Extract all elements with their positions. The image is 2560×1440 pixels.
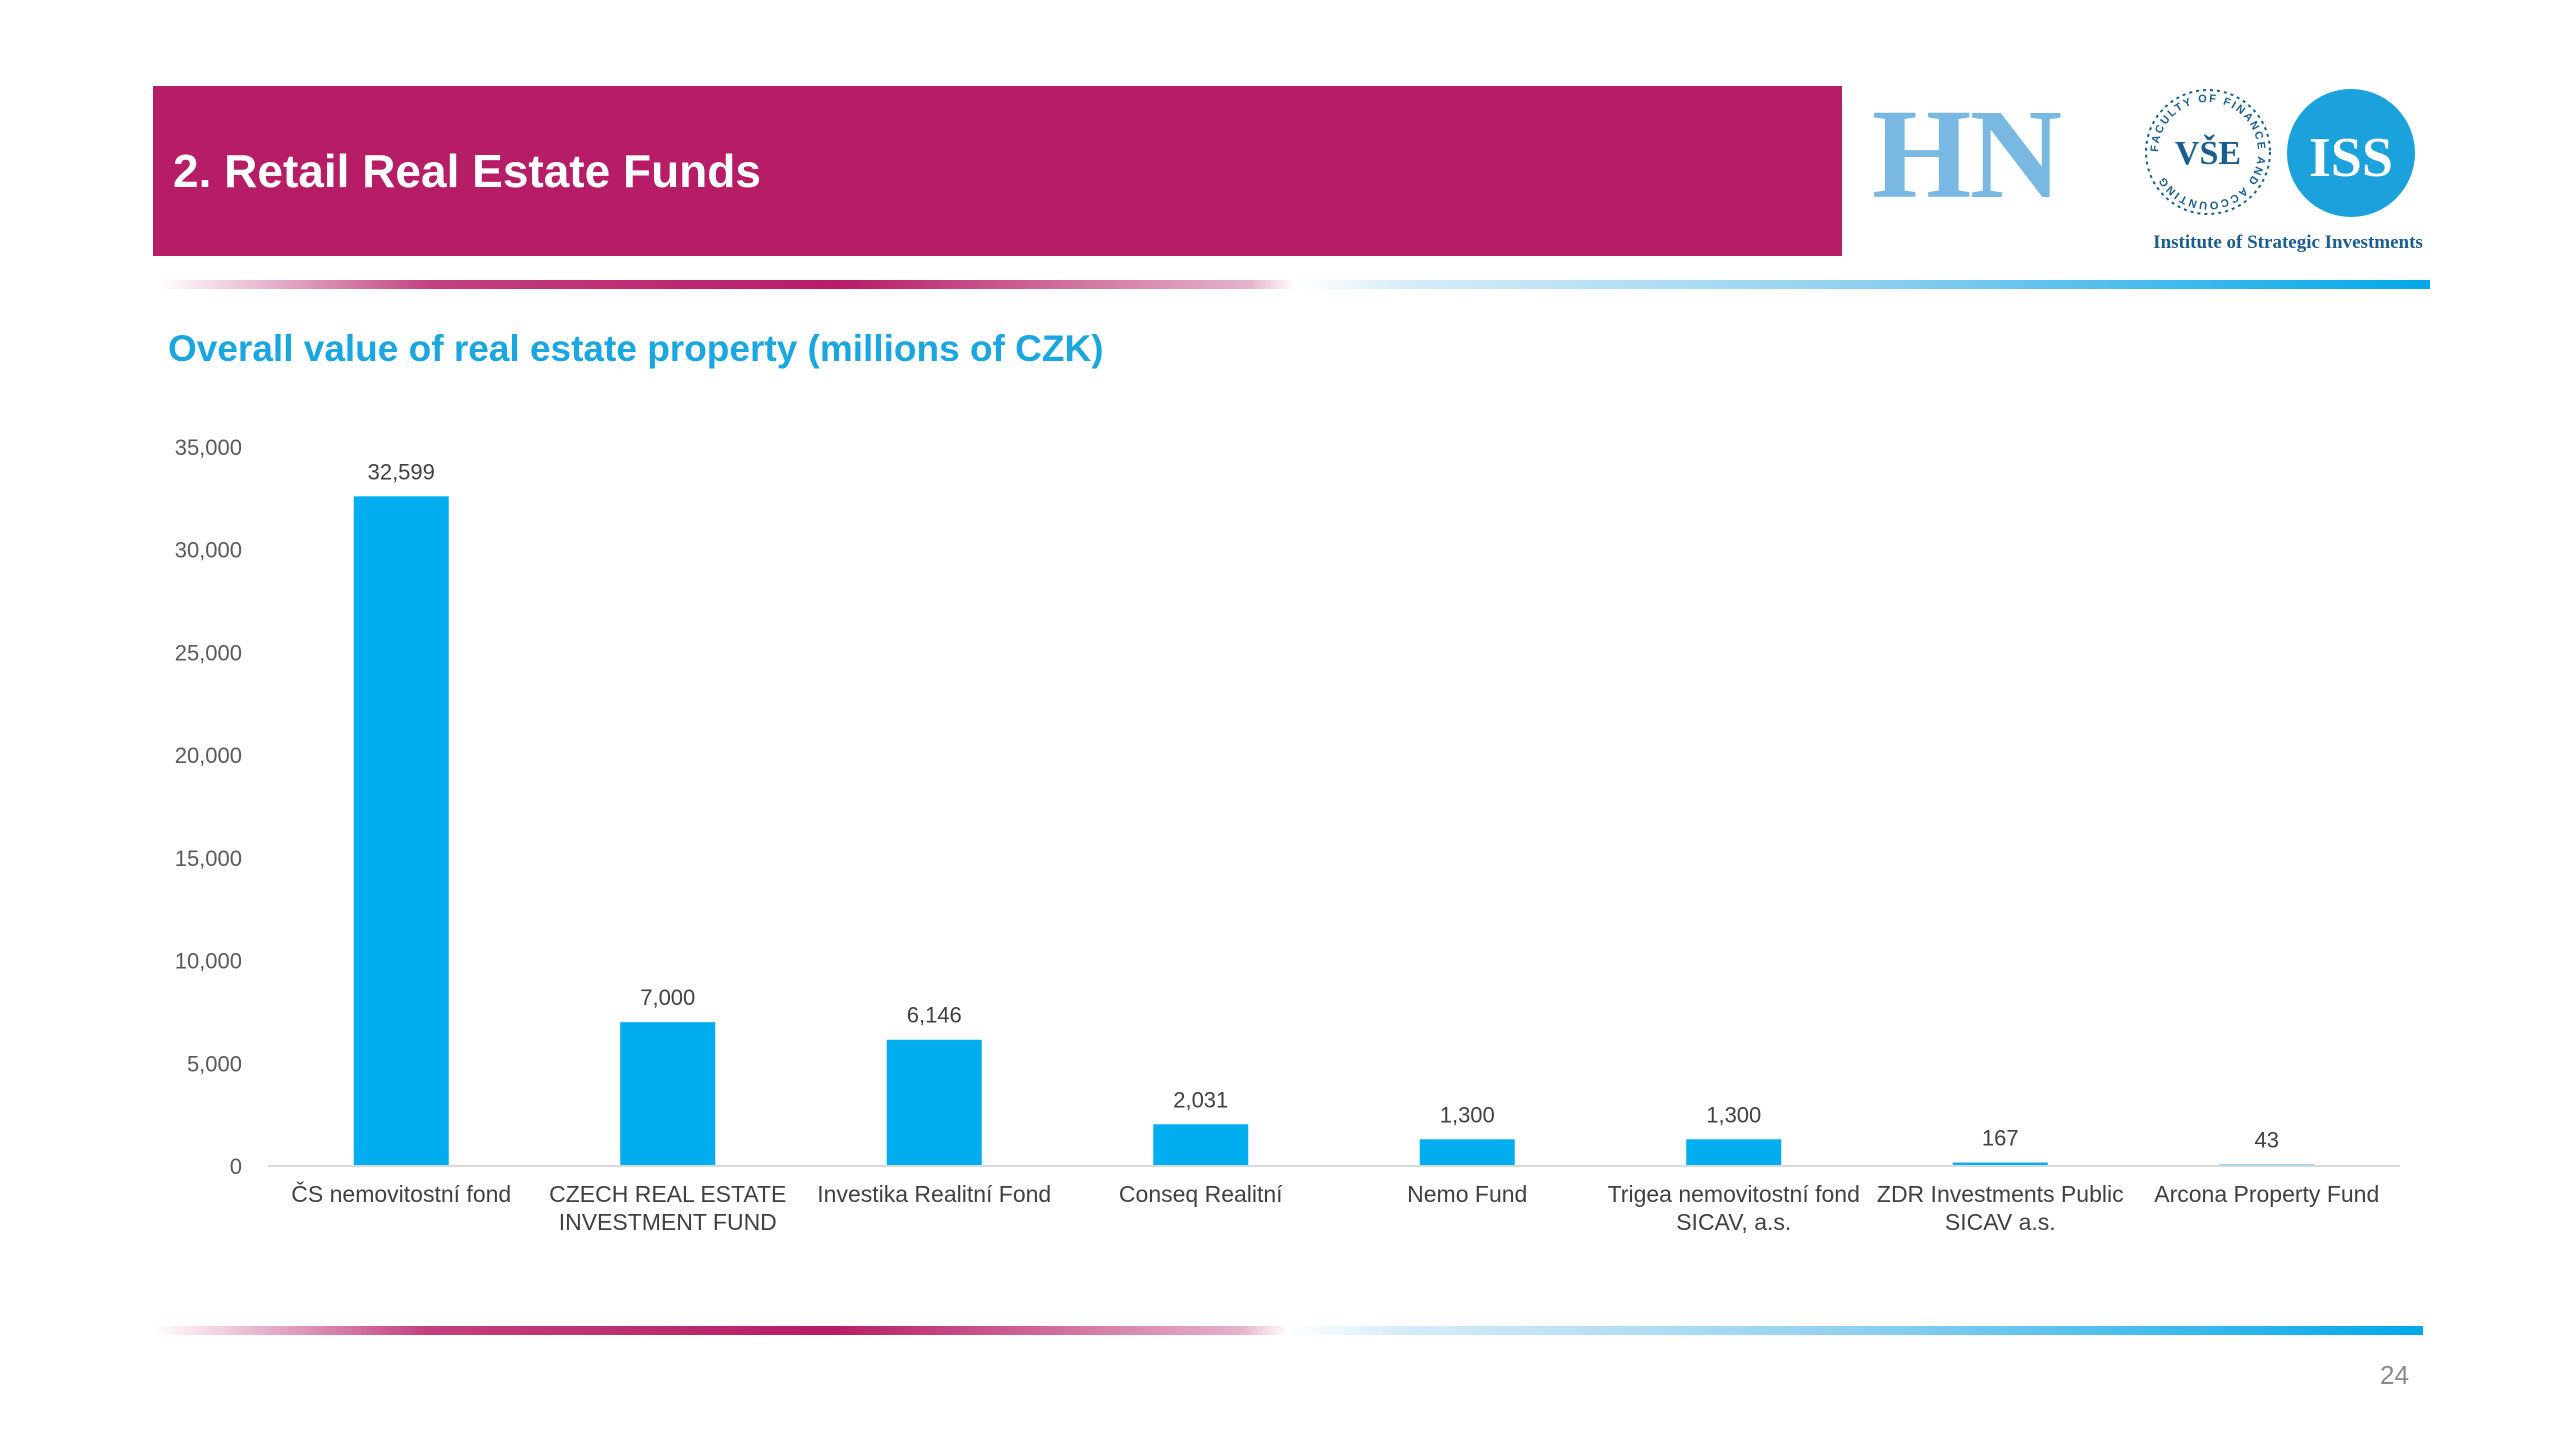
- y-tick-label: 25,000: [175, 640, 242, 665]
- x-category-label: Investika Realitní Fond: [817, 1181, 1051, 1207]
- bar-chart: 0 5,000 10,000 15,000 20,000 25,000 30,000 35,0…: [175, 435, 2400, 1235]
- bar-data-label: 7,000: [640, 985, 695, 1010]
- bar-data-label: 43: [2255, 1128, 2279, 1153]
- iss-caption: Institute of Strategic Investments: [2153, 232, 2423, 253]
- y-tick-label: 15,000: [175, 846, 242, 871]
- bar: [353, 496, 449, 1167]
- bar: [1952, 1162, 2048, 1166]
- x-category-label: CZECH REAL ESTATE INVESTMENT FUND: [549, 1181, 786, 1235]
- vse-faculty-seal-logo: FACULTY OF FINANCE AND ACCOUNTING VŠE: [2145, 89, 2271, 215]
- bar-data-label: 167: [1982, 1126, 2019, 1151]
- seal-mark-text: VŠE: [2175, 134, 2241, 172]
- bar: [1153, 1124, 1249, 1166]
- x-category-label: Conseq Realitní: [1119, 1181, 1283, 1207]
- bottom-divider-line: [153, 1326, 2423, 1335]
- x-category-label: ČS nemovitostní fond: [291, 1180, 511, 1207]
- bar-data-label: 1,300: [1706, 1102, 1761, 1127]
- x-category-label: Arcona Property Fund: [2154, 1181, 2379, 1207]
- slide-title: 2. Retail Real Estate Funds: [173, 145, 761, 197]
- bar-data-label: 1,300: [1440, 1102, 1495, 1127]
- y-tick-label: 20,000: [175, 743, 242, 768]
- x-category-label: Trigea nemovitostní fond SICAV, a.s.: [1608, 1181, 1860, 1235]
- x-category-label: Nemo Fund: [1407, 1181, 1527, 1207]
- title-banner: 2. Retail Real Estate Funds: [153, 86, 1842, 256]
- chart-title: Overall value of real estate property (m…: [168, 328, 1104, 369]
- iss-logo: ISS: [2287, 89, 2415, 217]
- iss-mark-text: ISS: [2309, 127, 2393, 189]
- bar-data-label: 2,031: [1173, 1087, 1228, 1112]
- bar-data-label: 32,599: [368, 459, 435, 484]
- y-tick-label: 10,000: [175, 949, 242, 974]
- bar: [886, 1039, 982, 1166]
- bar: [1686, 1139, 1782, 1166]
- y-tick-label: 0: [230, 1154, 242, 1179]
- y-tick-label: 5,000: [187, 1051, 242, 1076]
- bar-data-label: 6,146: [907, 1003, 962, 1028]
- y-tick-label: 35,000: [175, 435, 242, 460]
- bar: [1419, 1139, 1515, 1166]
- top-divider-line: [160, 280, 2430, 289]
- y-tick-label: 30,000: [175, 538, 242, 563]
- hn-logo: HN: [1872, 83, 2062, 225]
- x-category-label: ZDR Investments Public SICAV a.s.: [1877, 1181, 2124, 1235]
- bar: [620, 1022, 716, 1166]
- slide-number: 24: [2380, 1360, 2409, 1390]
